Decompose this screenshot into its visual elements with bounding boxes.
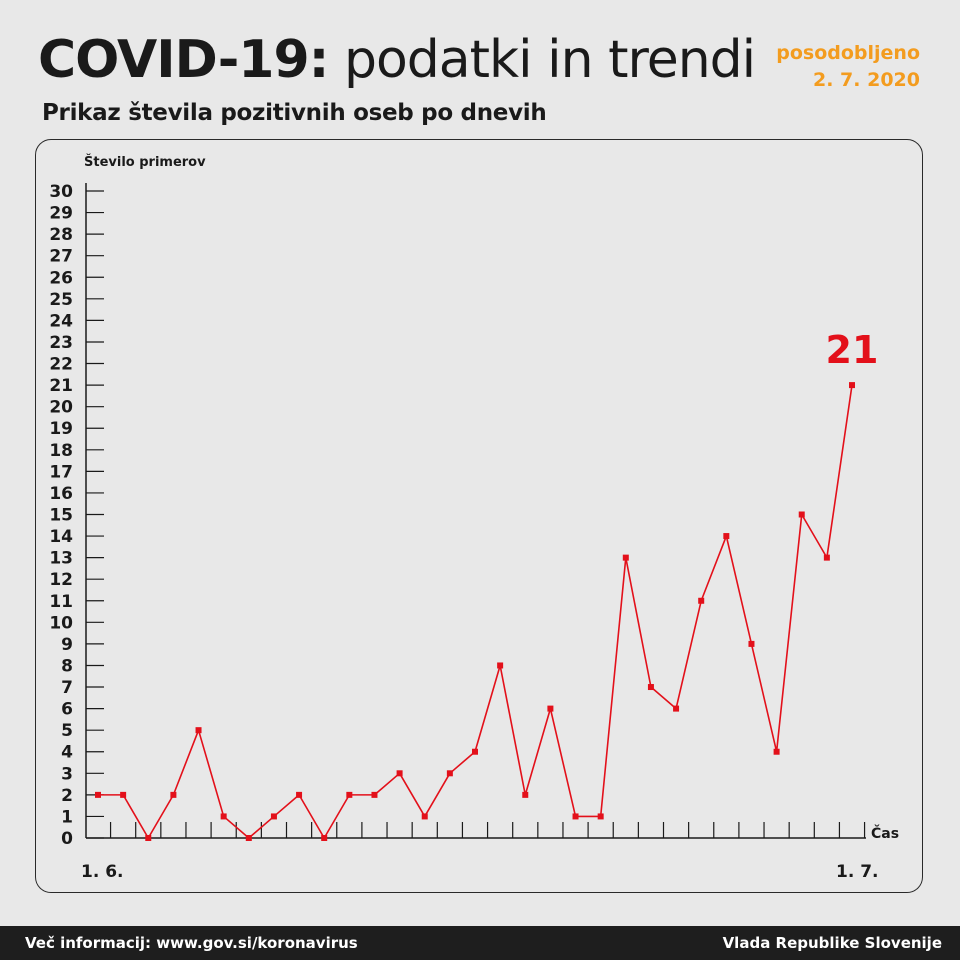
y-tick-label: 4 [61, 743, 73, 763]
data-point [497, 662, 504, 669]
data-point [170, 791, 177, 798]
y-tick-label: 7 [61, 678, 73, 698]
y-tick-label: 11 [49, 592, 73, 612]
chart-frame [35, 139, 923, 893]
data-point [371, 791, 378, 798]
y-tick-label: 17 [49, 462, 73, 482]
y-tick-label: 5 [61, 721, 73, 741]
y-tick-label: 10 [49, 613, 73, 633]
data-point [849, 382, 855, 389]
y-tick-label: 28 [49, 225, 73, 245]
data-point [547, 705, 554, 712]
x-start-label: 1. 6. [81, 862, 124, 882]
y-tick-label: 0 [61, 829, 73, 849]
data-point [748, 640, 755, 647]
data-point [723, 533, 730, 540]
x-end-label: 1. 7. [836, 862, 879, 882]
y-tick-label: 6 [61, 700, 73, 720]
data-point [823, 554, 830, 561]
y-tick-label: 3 [61, 764, 73, 784]
series-line [98, 384, 853, 839]
data-point [296, 791, 303, 798]
y-tick-label: 14 [49, 527, 73, 547]
title-bold: COVID-19: [38, 30, 329, 90]
data-point [472, 748, 478, 755]
y-tick-label: 25 [49, 290, 73, 310]
chart-subtitle: Prikaz števila pozitivnih oseb po dnevih [42, 100, 547, 126]
footer-info: Več informacij: www.gov.si/koronavirus [25, 934, 358, 952]
data-point [698, 597, 705, 604]
data-point [798, 511, 805, 518]
y-tick-label: 24 [49, 311, 73, 331]
y-tick-label: 12 [49, 570, 73, 590]
data-point [773, 748, 780, 755]
y-tick-label: 8 [61, 656, 73, 676]
data-point [421, 813, 428, 820]
y-tick-label: 9 [61, 635, 73, 655]
data-point [145, 835, 152, 841]
y-tick-label: 27 [49, 247, 73, 267]
y-tick-label: 1 [61, 807, 73, 827]
y-tick-label: 23 [49, 333, 73, 353]
y-tick-label: 26 [49, 268, 73, 288]
data-point [597, 813, 604, 820]
y-tick-label: 30 [49, 182, 73, 202]
y-tick-label: 18 [49, 441, 73, 461]
title-rest: podatki in trendi [343, 30, 756, 90]
data-point [270, 813, 277, 820]
data-point [245, 835, 252, 841]
y-tick-label: 20 [49, 398, 73, 418]
updated-label: posodobljeno [776, 42, 920, 64]
y-tick-label: 29 [49, 204, 73, 224]
data-point [572, 813, 579, 820]
x-axis-label: Čas [871, 824, 899, 842]
data-point [120, 791, 127, 798]
updated-date: 2. 7. 2020 [813, 69, 920, 91]
updated-info: posodobljeno 2. 7. 2020 [776, 40, 920, 94]
data-point [95, 791, 101, 798]
x-ticks [109, 822, 866, 838]
data-point [396, 770, 403, 777]
y-tick-label: 16 [49, 484, 73, 504]
data-point [522, 791, 529, 798]
data-point [647, 684, 654, 691]
y-tick-label: 22 [49, 355, 73, 375]
series-group [95, 382, 855, 841]
data-point [346, 791, 353, 798]
data-point [195, 727, 202, 734]
y-tick-label: 13 [49, 549, 73, 569]
footer-source: Vlada Republike Slovenije [722, 934, 942, 952]
y-tick-label: 2 [61, 786, 73, 806]
page-title: COVID-19: podatki in trendi [38, 28, 756, 92]
data-point [220, 813, 227, 820]
data-point [673, 705, 680, 712]
y-tick-label: 15 [49, 506, 73, 526]
y-tick-label: 21 [49, 376, 73, 396]
data-point [321, 835, 328, 841]
y-tick-label: 19 [49, 419, 73, 439]
data-point [446, 770, 453, 777]
chart-axes [85, 183, 866, 839]
y-axis-label: Število primerov [84, 154, 206, 170]
footer-bar: Več informacij: www.gov.si/koronavirus V… [0, 926, 960, 960]
y-ticks: 0123456789101112131415161718192021222324… [49, 182, 104, 849]
data-point [622, 554, 629, 561]
last-value-label: 21 [826, 328, 879, 372]
